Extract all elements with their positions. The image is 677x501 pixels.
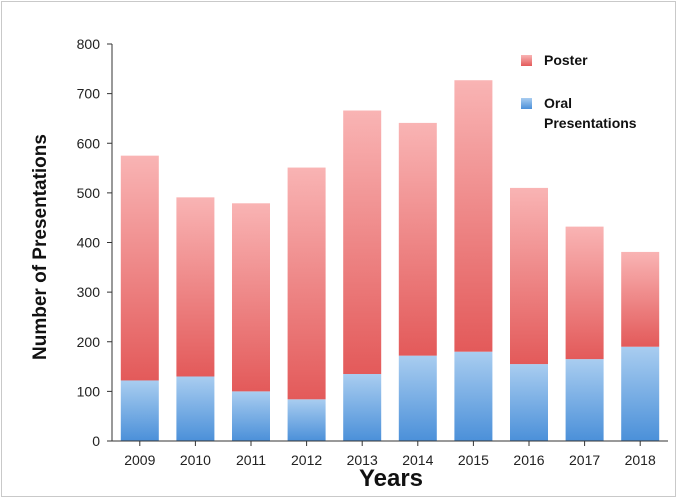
x-tick-labels: 2009 2010 2011 2012 2013 2014 2015 2016 2017 2018 [124,441,656,468]
y-tick-label: 100 [77,383,101,399]
bar-poster-2012 [287,167,326,400]
y-tick-label: 0 [92,433,100,449]
x-tick-label: 2016 [513,452,544,468]
bar-poster-2017 [565,226,604,360]
x-tick-label: 2009 [124,452,155,468]
y-tick-label: 300 [77,284,101,300]
x-tick-label: 2017 [569,452,600,468]
x-tick-label: 2018 [625,452,656,468]
x-tick-label: 2013 [347,452,378,468]
x-tick-label: 2010 [180,452,211,468]
bar-poster-2016 [510,187,548,365]
x-tick-label: 2015 [458,452,489,468]
y-tick-label: 800 [77,36,101,52]
bar-poster-2011 [232,203,270,392]
bar-poster-2013 [343,110,382,375]
bar-oral-presentations-2016 [510,364,548,441]
y-tick-label: 700 [77,86,101,102]
bar-oral-presentations-2015 [454,351,493,441]
x-tick-label: 2011 [236,452,266,468]
legend-swatch [521,98,532,109]
x-tick-label: 2012 [291,452,322,468]
bars-layer [120,80,660,441]
bar-oral-presentations-2017 [565,359,604,441]
legend: Poster Oral Presentations [521,52,637,131]
y-tick-label: 200 [77,334,101,350]
legend-label: Oral Presentations [544,95,637,131]
legend-label: Poster [544,52,588,68]
y-tick-label: 600 [77,135,101,151]
bar-poster-2010 [176,197,215,377]
y-tick-label: 400 [77,235,101,251]
bar-oral-presentations-2014 [398,355,437,441]
x-axis-title: Years [359,465,423,492]
bar-poster-2015 [454,80,493,352]
bar-oral-presentations-2018 [621,346,660,441]
x-tick-label: 2014 [402,452,433,468]
y-axis-title: Number of Presentations [30,134,51,360]
bar-poster-2018 [621,251,660,347]
y-tick-labels: 0 100 200 300 400 500 600 700 800 [77,36,112,449]
bar-oral-presentations-2009 [120,380,159,441]
bar-poster-2009 [120,155,159,381]
bar-oral-presentations-2012 [287,399,326,441]
y-tick-label: 500 [77,185,101,201]
legend-swatch [521,55,532,66]
bar-oral-presentations-2010 [176,376,215,441]
bar-poster-2014 [398,122,437,356]
bar-oral-presentations-2011 [232,391,270,441]
bar-oral-presentations-2013 [343,374,382,441]
